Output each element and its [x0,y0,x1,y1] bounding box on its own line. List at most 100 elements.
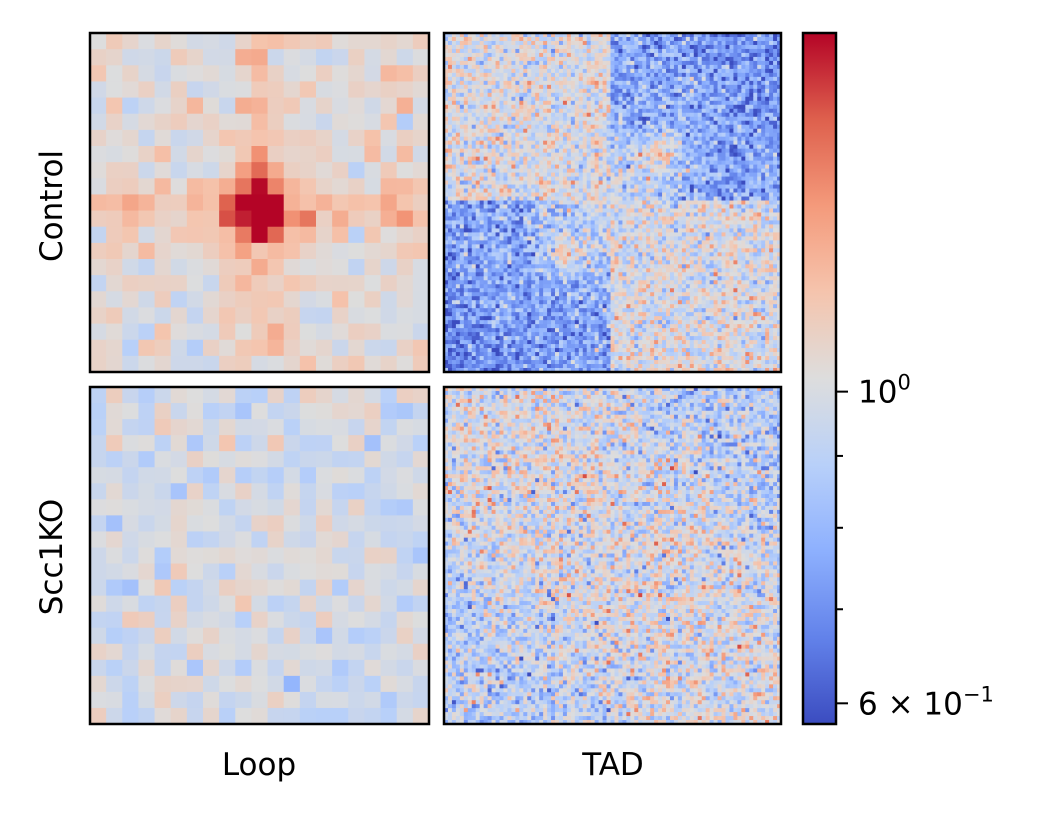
heatmap-cell [479,152,485,158]
heatmap-cell [547,112,552,118]
heatmap-cell [630,116,635,122]
heatmap-cell [562,148,568,154]
heatmap-cell [283,226,301,244]
heatmap-cell [219,307,236,325]
heatmap-cell [511,208,516,214]
heatmap-cell [586,72,592,78]
heatmap-cell [527,196,532,202]
heatmap-cell [499,120,505,126]
heatmap-cell [479,60,485,66]
heatmap-cell [594,232,600,237]
heatmap-cell [709,156,715,162]
heatmap-cell [527,36,532,42]
heatmap-cell [741,100,746,106]
heatmap-cell [574,60,580,66]
heatmap-cell [654,208,659,214]
heatmap-cell [658,224,663,230]
heatmap-cell [558,33,564,38]
heatmap-cell [685,236,691,241]
heatmap-cell [138,291,156,309]
heatmap-cell [681,116,687,122]
heatmap-cell [444,208,449,214]
heatmap-cell [511,192,516,198]
heatmap-cell [646,220,651,226]
heatmap-cell [519,104,524,110]
heatmap-cell [562,128,568,134]
heatmap-cell [527,232,532,237]
heatmap-cell [412,162,430,179]
heatmap-cell [463,88,469,94]
heatmap-cell [364,146,382,163]
heatmap-cell [235,97,253,115]
heatmap-cell [701,33,707,38]
heatmap-cell [701,176,707,182]
heatmap-cell [562,168,568,174]
heatmap-cell [626,84,631,90]
heatmap-cell [566,80,572,86]
heatmap-cell [673,76,679,82]
heatmap-cell [642,140,647,146]
heatmap-cell [447,204,453,210]
heatmap-cell [654,172,659,178]
heatmap-cell [590,172,596,178]
heatmap-cell [235,339,253,357]
heatmap-cell [455,68,461,74]
heatmap-cell [761,232,766,237]
heatmap-cell [709,224,715,230]
heatmap-cell [531,192,536,198]
heatmap-cell [519,68,524,74]
heatmap-cell [677,92,683,98]
heatmap-cell [606,208,612,214]
heatmap-cell [519,136,524,142]
heatmap-cell [618,88,624,94]
heatmap-cell [558,220,564,226]
heatmap-cell [586,128,592,134]
heatmap-cell [765,172,770,178]
heatmap-cell [170,65,188,83]
heatmap-cell [447,92,453,98]
heatmap-cell [717,92,723,98]
heatmap-cell [491,64,497,70]
heatmap-cell [523,188,528,194]
heatmap-cell [491,72,497,78]
heatmap-cell [487,156,493,162]
heatmap-cell [761,64,766,70]
heatmap-cell [594,132,600,138]
heatmap-cell [582,148,588,154]
heatmap-cell [638,80,643,86]
heatmap-cell [590,144,596,150]
heatmap-cell [709,212,715,218]
heatmap-cell [681,172,687,178]
heatmap-cell [283,307,301,325]
heatmap-cell [598,40,604,46]
heatmap-cell [507,96,512,102]
heatmap-cell [471,172,477,178]
heatmap-cell [444,132,449,138]
heatmap-cell [610,36,616,42]
heatmap-cell [610,56,616,62]
heatmap-cell [487,52,493,58]
heatmap-cell [570,112,576,118]
heatmap-cell [606,144,612,150]
heatmap-cell [773,96,778,102]
heatmap-cell [471,88,477,94]
heatmap-cell [558,168,564,174]
heatmap-cell [455,40,461,46]
heatmap-cell [487,232,493,237]
heatmap-cell [713,152,719,158]
heatmap-cell [685,152,691,158]
heatmap-cell [610,128,616,134]
heatmap-cell [693,124,699,130]
heatmap-cell [455,56,461,62]
heatmap-cell [666,164,671,170]
heatmap-cell [630,96,635,102]
heatmap-cell [654,168,659,174]
heatmap-cell [471,244,477,249]
heatmap-cell [757,52,762,58]
heatmap-cell [733,184,738,190]
heatmap-cell [590,196,596,202]
heatmap-cell [479,220,485,226]
heatmap-cell [511,33,516,38]
heatmap-cell [658,204,663,210]
heatmap-cell [729,68,735,74]
